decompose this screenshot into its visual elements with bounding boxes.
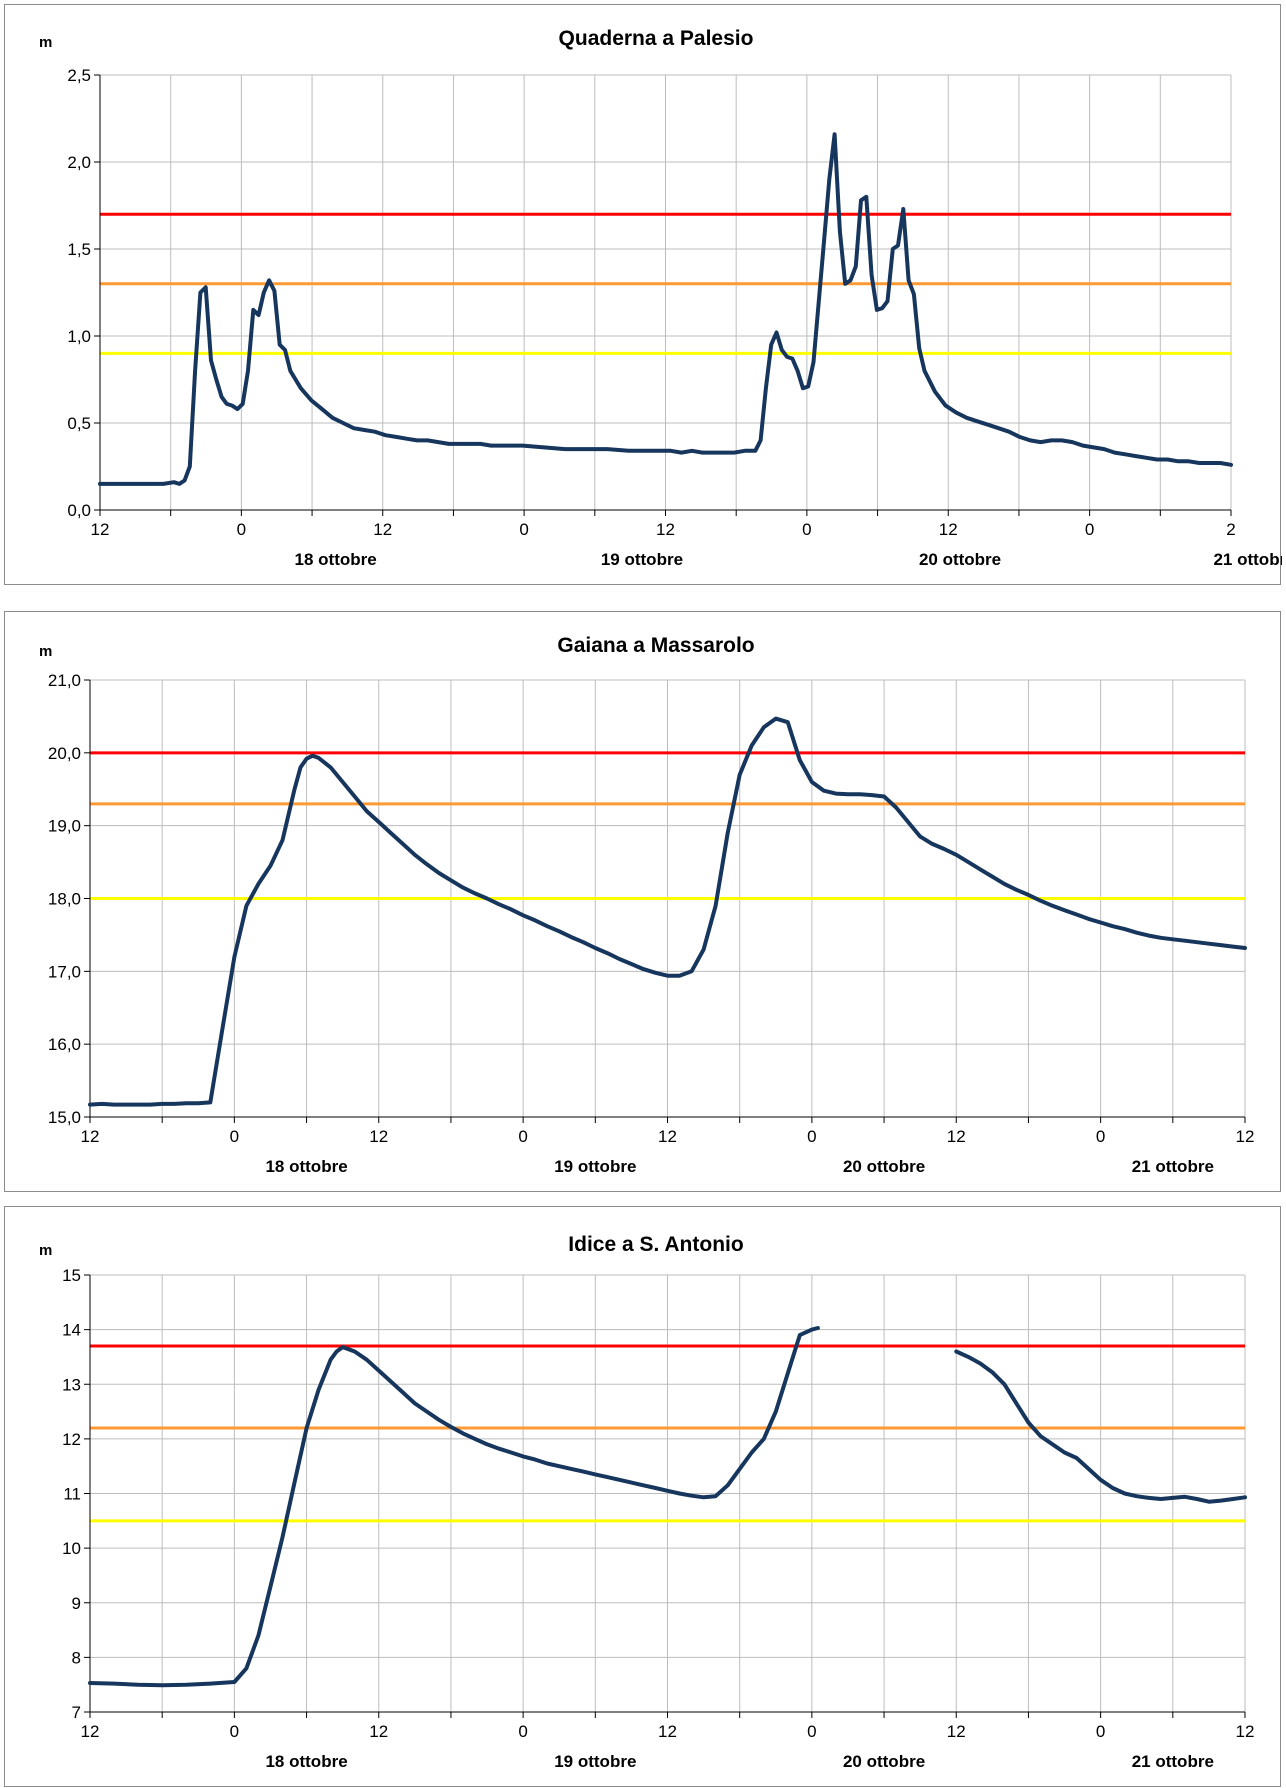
y-tick-label: 19,0	[48, 817, 81, 836]
x-tick-label: 12	[1236, 1722, 1255, 1741]
day-label: 19 ottobre	[554, 1752, 636, 1771]
x-tick-label: 2	[1226, 520, 1235, 539]
series-line	[88, 716, 1247, 1107]
x-tick-label: 0	[518, 1722, 527, 1741]
day-label: 19 ottobre	[601, 550, 683, 569]
day-label: 18 ottobre	[295, 550, 377, 569]
day-label: 21 ottobre	[1213, 550, 1282, 569]
y-tick-label: 7	[72, 1703, 81, 1722]
y-tick-label: 2,5	[67, 66, 91, 85]
y-tick-label: 14	[62, 1321, 81, 1340]
x-tick-label: 0	[807, 1722, 816, 1741]
day-label: 20 ottobre	[843, 1157, 925, 1176]
x-tick-label: 0	[519, 520, 528, 539]
y-tick-label: 15,0	[48, 1108, 81, 1127]
x-tick-label: 0	[802, 520, 811, 539]
chart-title: Gaiana a Massarolo	[557, 634, 754, 657]
plot-area: 0,0 0,5 1,0 1,5 2,0 2,5 12 0 12 0 12 0 12 0 2 18 ottobr…	[67, 66, 1282, 569]
day-label: 21 ottobre	[1132, 1157, 1214, 1176]
y-tick-label: 9	[72, 1594, 81, 1613]
chart-title: Idice a S. Antonio	[568, 1233, 743, 1256]
y-tick-label: 20,0	[48, 744, 81, 763]
y-tick-label: 1,0	[67, 327, 91, 346]
x-tick-label: 12	[947, 1127, 966, 1146]
x-tick-label: 0	[1096, 1127, 1105, 1146]
chart-ylabel: m	[39, 34, 52, 51]
y-tick-label: 13	[62, 1375, 81, 1394]
chart-svg-idice: m Idice a S. Antonio 7 8 9 10 11 12 13 14 15 12 0 1…	[39, 1233, 1254, 1771]
y-tick-label: 10	[62, 1539, 81, 1558]
y-tick-label: 1,5	[67, 240, 91, 259]
x-tick-label: 0	[518, 1127, 527, 1146]
chart-svg-gaiana: m Gaiana a Massarolo 15,0 16,0 17,0 18,0 19,…	[39, 634, 1255, 1176]
y-tick-label: 12	[62, 1430, 81, 1449]
x-tick-label: 12	[658, 1127, 677, 1146]
x-tick-label: 0	[1085, 520, 1094, 539]
series-line	[954, 1349, 1247, 1504]
x-tick-label: 12	[656, 520, 675, 539]
y-tick-label: 0,0	[67, 501, 91, 520]
chart-title: Quaderna a Palesio	[559, 27, 754, 50]
chart-ylabel: m	[39, 643, 52, 660]
x-tick-label: 0	[237, 520, 246, 539]
x-tick-label: 0	[230, 1722, 239, 1741]
plot-area: 15,0 16,0 17,0 18,0 19,0 20,0 21,0 12 0 12 0 12 0 12 0…	[48, 671, 1255, 1176]
x-tick-label: 12	[81, 1127, 100, 1146]
plot-area: 7 8 9 10 11 12 13 14 15 12 0 12 0 12 0 12 0 12 18 ottobre 1…	[62, 1266, 1254, 1771]
series-line	[98, 132, 1233, 486]
chart-panel-quaderna: m Quaderna a Palesio 0,0 0,5 1,0 1,5 2,0 2,5 1…	[4, 4, 1282, 585]
y-tick-label: 15	[62, 1266, 81, 1285]
y-tick-label: 11	[63, 1485, 81, 1504]
x-tick-label: 12	[947, 1722, 966, 1741]
day-label: 19 ottobre	[554, 1157, 636, 1176]
day-label: 20 ottobre	[919, 550, 1001, 569]
y-tick-label: 0,5	[67, 414, 91, 433]
x-tick-label: 12	[369, 1722, 388, 1741]
x-tick-label: 0	[1096, 1722, 1105, 1741]
x-tick-label: 12	[91, 520, 110, 539]
y-tick-label: 18,0	[48, 890, 81, 909]
chart-svg-quaderna: m Quaderna a Palesio 0,0 0,5 1,0 1,5 2,0 2,5 1…	[39, 27, 1282, 569]
series-line	[88, 1326, 820, 1688]
y-tick-label: 16,0	[48, 1035, 81, 1054]
y-tick-label: 17,0	[48, 962, 81, 981]
day-label: 18 ottobre	[265, 1752, 347, 1771]
x-tick-label: 12	[1236, 1127, 1255, 1146]
y-tick-label: 2,0	[67, 153, 91, 172]
x-tick-label: 0	[807, 1127, 816, 1146]
x-tick-label: 12	[369, 1127, 388, 1146]
day-label: 21 ottobre	[1132, 1752, 1214, 1771]
day-label: 20 ottobre	[843, 1752, 925, 1771]
y-tick-label: 21,0	[48, 671, 81, 690]
x-tick-label: 12	[81, 1722, 100, 1741]
x-tick-label: 12	[658, 1722, 677, 1741]
x-tick-label: 12	[373, 520, 392, 539]
chart-ylabel: m	[39, 1242, 52, 1259]
chart-panel-idice: m Idice a S. Antonio 7 8 9 10 11 12 13 14 15 12 0 1…	[4, 1206, 1281, 1787]
x-tick-label: 12	[939, 520, 958, 539]
y-tick-label: 8	[72, 1648, 81, 1667]
chart-panel-gaiana: m Gaiana a Massarolo 15,0 16,0 17,0 18,0 19,…	[4, 611, 1281, 1192]
x-tick-label: 0	[230, 1127, 239, 1146]
day-label: 18 ottobre	[265, 1157, 347, 1176]
